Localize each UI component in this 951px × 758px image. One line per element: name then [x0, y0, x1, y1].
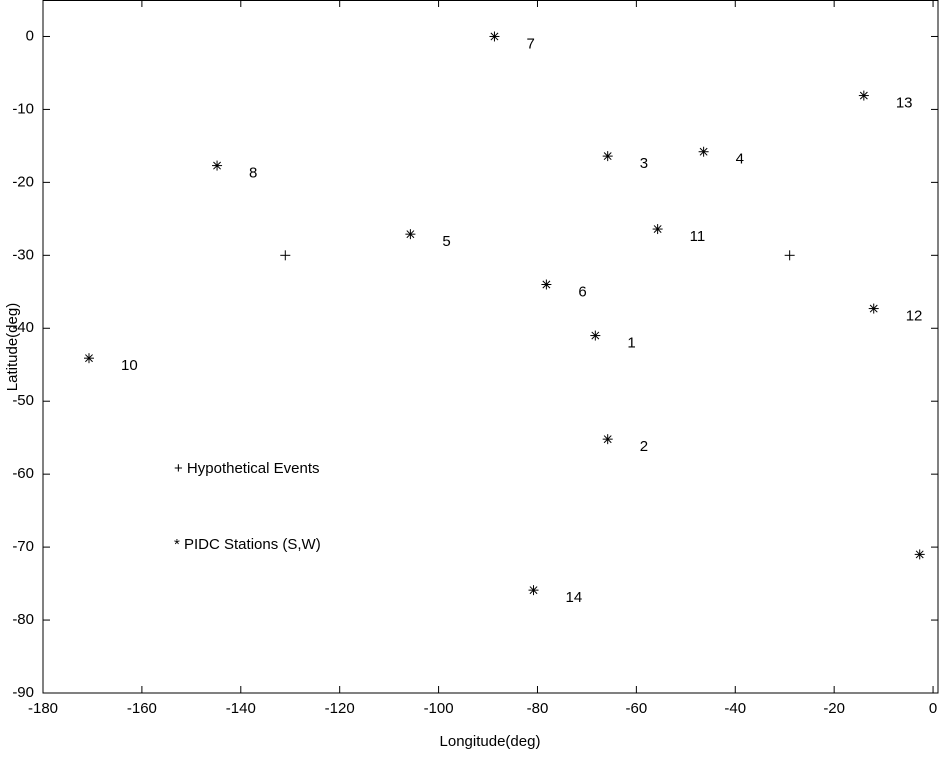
marker-stroke	[542, 280, 551, 289]
data-point	[280, 250, 291, 261]
x-tick-label: -100	[424, 700, 454, 717]
y-tick-label: -10	[12, 100, 34, 117]
y-tick-label: -50	[12, 392, 34, 409]
x-tick-label: -180	[28, 700, 58, 717]
legend-entry: * PIDC Stations (S,W)	[174, 536, 321, 553]
point-label: 12	[906, 308, 923, 325]
x-tick-label: -40	[724, 700, 746, 717]
data-point	[405, 229, 416, 240]
marker-stroke	[603, 152, 612, 161]
point-label: 14	[566, 589, 583, 606]
x-axis-label: Longitude(deg)	[440, 733, 541, 750]
marker-stroke	[591, 331, 600, 340]
y-tick-label: -70	[12, 538, 34, 555]
point-label: 6	[578, 283, 586, 300]
point-label: 10	[121, 357, 138, 374]
x-tick-label: -160	[127, 700, 157, 717]
y-tick-label: -90	[12, 684, 34, 701]
data-point	[590, 330, 601, 341]
marker-stroke	[859, 91, 868, 100]
x-tick-label: -140	[226, 700, 256, 717]
y-tick-label: -20	[12, 173, 34, 190]
y-tick-label: 0	[26, 27, 34, 44]
marker-stroke	[653, 225, 662, 234]
marker-stroke	[529, 586, 538, 595]
point-label: 7	[526, 35, 534, 52]
y-tick-label: -80	[12, 611, 34, 628]
x-tick-label: -60	[626, 700, 648, 717]
point-label: 13	[896, 95, 913, 112]
data-point	[784, 250, 795, 261]
data-point	[914, 549, 925, 560]
point-label: 5	[442, 233, 450, 250]
point-label: 2	[640, 438, 648, 455]
data-point	[83, 353, 94, 364]
data-point	[541, 279, 552, 290]
marker-stroke	[603, 435, 612, 444]
marker-stroke	[699, 147, 708, 156]
data-point	[652, 224, 663, 235]
marker-stroke	[869, 304, 878, 313]
data-point	[602, 151, 613, 162]
data-point	[489, 31, 500, 42]
marker-stroke	[213, 161, 222, 170]
marker-stroke	[85, 354, 93, 363]
marker-stroke	[406, 230, 415, 239]
data-point	[212, 160, 223, 171]
point-label: 11	[690, 228, 706, 245]
marker-stroke	[915, 550, 924, 559]
legend-entry: + Hypothetical Events	[174, 460, 320, 477]
marker-stroke	[490, 32, 499, 41]
data-point	[528, 585, 539, 596]
x-tick-label: -120	[325, 700, 355, 717]
y-axis-label: Latitude(deg)	[4, 303, 21, 391]
data-point	[868, 303, 879, 314]
x-tick-label: -20	[823, 700, 845, 717]
data-point	[698, 146, 709, 157]
x-tick-label: 0	[929, 700, 937, 717]
data-point	[602, 434, 613, 445]
point-label: 8	[249, 165, 257, 182]
point-label: 1	[627, 335, 635, 352]
x-tick-label: -80	[527, 700, 549, 717]
point-label: 3	[640, 155, 648, 172]
y-tick-label: -60	[12, 465, 34, 482]
data-point	[858, 90, 869, 101]
plot-frame	[42, 0, 939, 694]
y-tick-label: -30	[12, 246, 34, 263]
point-label: 4	[736, 151, 744, 168]
y-tick-label: -40	[12, 319, 34, 336]
